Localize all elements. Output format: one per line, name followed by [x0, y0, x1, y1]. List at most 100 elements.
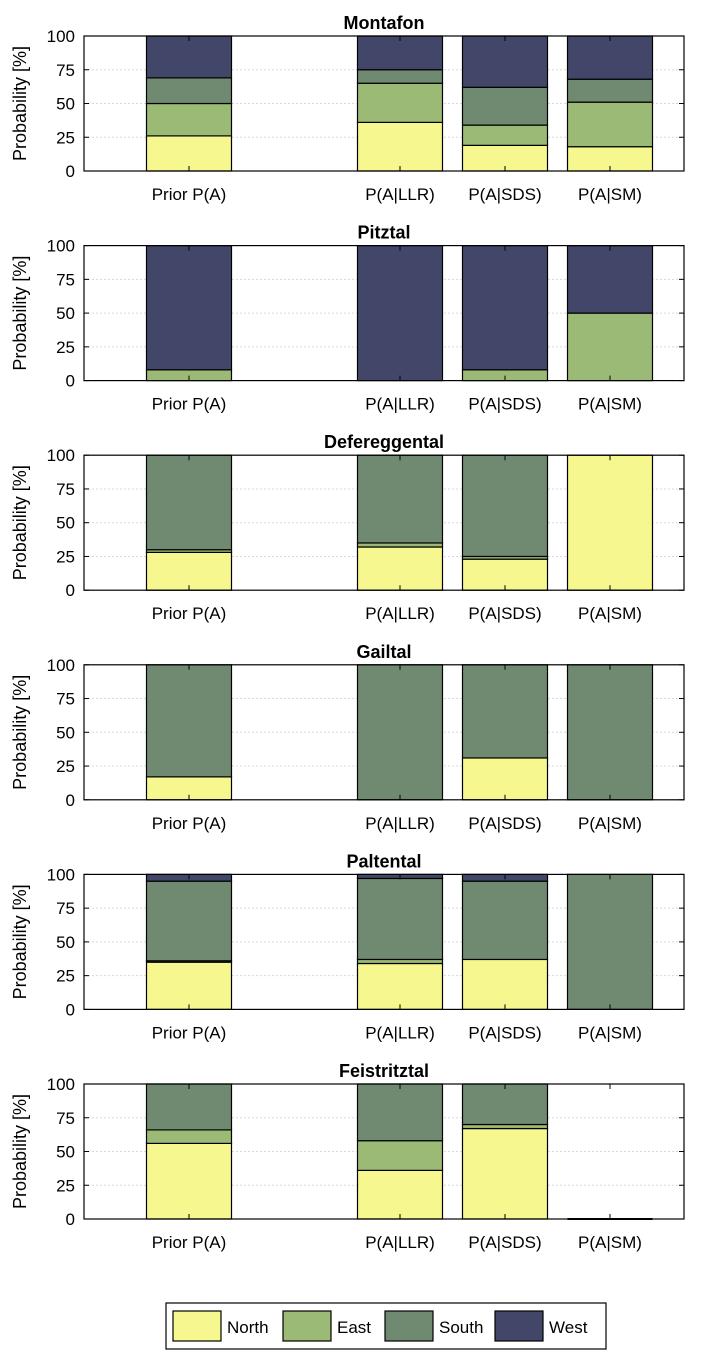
x-tick-label: P(A|SM): [578, 1023, 642, 1042]
y-tick-label: 75: [56, 270, 75, 289]
y-tick-label: 100: [47, 656, 75, 675]
bar-segment-east: [566, 101, 654, 148]
legend-swatch-east: [282, 1310, 332, 1342]
bar-segment-south: [145, 454, 233, 551]
y-tick-label: 25: [56, 967, 75, 986]
bar-segment-south: [145, 1083, 233, 1131]
bar-segment-south: [356, 69, 444, 84]
bar-segment-east: [356, 542, 444, 548]
legend-swatch-south: [384, 1310, 434, 1342]
axes-box: [83, 35, 685, 172]
y-axis-label: Probability [%]: [10, 1094, 30, 1209]
bar-segment-west: [356, 245, 444, 382]
bar-segment-north: [566, 454, 654, 591]
bar-segment-west: [356, 35, 444, 71]
x-tick-label: P(A|SDS): [468, 814, 541, 833]
y-tick-label: 50: [56, 1143, 75, 1162]
bar-segment-north: [461, 958, 549, 1011]
x-tick-label: P(A|SDS): [468, 1023, 541, 1042]
y-tick-label: 50: [56, 95, 75, 114]
y-tick-label: 25: [56, 338, 75, 357]
bar-segment-west: [461, 35, 549, 88]
x-tick-label: P(A|SDS): [468, 604, 541, 623]
chart-title-paltental: Paltental: [346, 851, 421, 871]
x-tick-label: Prior P(A): [152, 604, 227, 623]
bar-segment-east: [356, 958, 444, 965]
x-tick-label: P(A|SM): [578, 814, 642, 833]
chart-title-feistritztal: Feistritztal: [339, 1061, 429, 1081]
bar-segment-east: [566, 312, 654, 382]
y-axis-label: Probability [%]: [10, 46, 30, 161]
x-tick-label: P(A|LLR): [365, 185, 435, 204]
y-tick-label: 100: [47, 27, 75, 46]
bar-segment-east: [461, 1123, 549, 1130]
x-tick-label: P(A|SM): [578, 185, 642, 204]
bar-segment-south: [461, 1083, 549, 1126]
bar-segment-north: [145, 961, 233, 1011]
bar-segment-south: [145, 880, 233, 962]
x-tick-label: Prior P(A): [152, 1233, 227, 1252]
bar-segment-west: [566, 35, 654, 80]
y-tick-label: 0: [66, 1000, 75, 1019]
y-tick-label: 100: [47, 446, 75, 465]
bar-segment-south: [145, 77, 233, 105]
axes-box: [83, 664, 685, 801]
bar-segment-west: [145, 245, 233, 371]
y-axis-label: Probability [%]: [10, 884, 30, 999]
y-tick-label: 100: [47, 865, 75, 884]
bar-segment-north: [461, 1127, 549, 1220]
bar-segment-north: [145, 135, 233, 172]
bar-segment-north: [145, 551, 233, 591]
chart-title-montafon: Montafon: [344, 13, 425, 33]
y-tick-label: 100: [47, 1075, 75, 1094]
bar-segment-south: [461, 664, 549, 759]
y-tick-label: 75: [56, 1109, 75, 1128]
bar-segment-south: [356, 1083, 444, 1142]
y-tick-label: 25: [56, 128, 75, 147]
axes-box: [83, 1083, 685, 1220]
bar-segment-north: [356, 1169, 444, 1220]
y-tick-label: 25: [56, 1176, 75, 1195]
bar-segment-south: [356, 664, 444, 801]
bar-segment-south: [356, 454, 444, 544]
bar-segment-south: [461, 454, 549, 558]
bar-segment-south: [461, 880, 549, 961]
bar-segment-east: [356, 1140, 444, 1171]
legend-label-south: South: [439, 1318, 483, 1337]
x-tick-label: P(A|SM): [578, 395, 642, 414]
y-tick-label: 100: [47, 237, 75, 256]
chart-title-gailtal: Gailtal: [356, 642, 411, 662]
y-tick-label: 0: [66, 1210, 75, 1229]
x-tick-label: P(A|LLR): [365, 395, 435, 414]
bar-segment-south: [566, 78, 654, 103]
x-tick-label: P(A|LLR): [365, 1233, 435, 1252]
x-tick-label: Prior P(A): [152, 185, 227, 204]
bar-segment-south: [566, 664, 654, 801]
bar-segment-north: [356, 121, 444, 172]
legend-label-west: West: [549, 1318, 588, 1337]
y-tick-label: 75: [56, 480, 75, 499]
x-tick-label: P(A|SM): [578, 1233, 642, 1252]
legend-swatch-north: [172, 1310, 222, 1342]
bar-segment-east: [461, 124, 549, 146]
x-tick-label: P(A|LLR): [365, 1023, 435, 1042]
y-axis-label: Probability [%]: [10, 256, 30, 371]
bar-segment-north: [461, 757, 549, 801]
legend-label-east: East: [337, 1318, 371, 1337]
y-tick-label: 25: [56, 757, 75, 776]
x-tick-label: P(A|SDS): [468, 395, 541, 414]
y-tick-label: 75: [56, 899, 75, 918]
bar-segment-east: [145, 102, 233, 137]
y-tick-label: 0: [66, 162, 75, 181]
axes-box: [83, 873, 685, 1011]
x-tick-label: Prior P(A): [152, 814, 227, 833]
y-axis-label: Probability [%]: [10, 675, 30, 790]
x-tick-label: P(A|SDS): [468, 185, 541, 204]
legend-label-north: North: [227, 1318, 269, 1337]
bar-segment-west: [461, 245, 549, 371]
bar-segment-north: [461, 558, 549, 591]
y-tick-label: 0: [66, 372, 75, 391]
x-tick-label: Prior P(A): [152, 395, 227, 414]
